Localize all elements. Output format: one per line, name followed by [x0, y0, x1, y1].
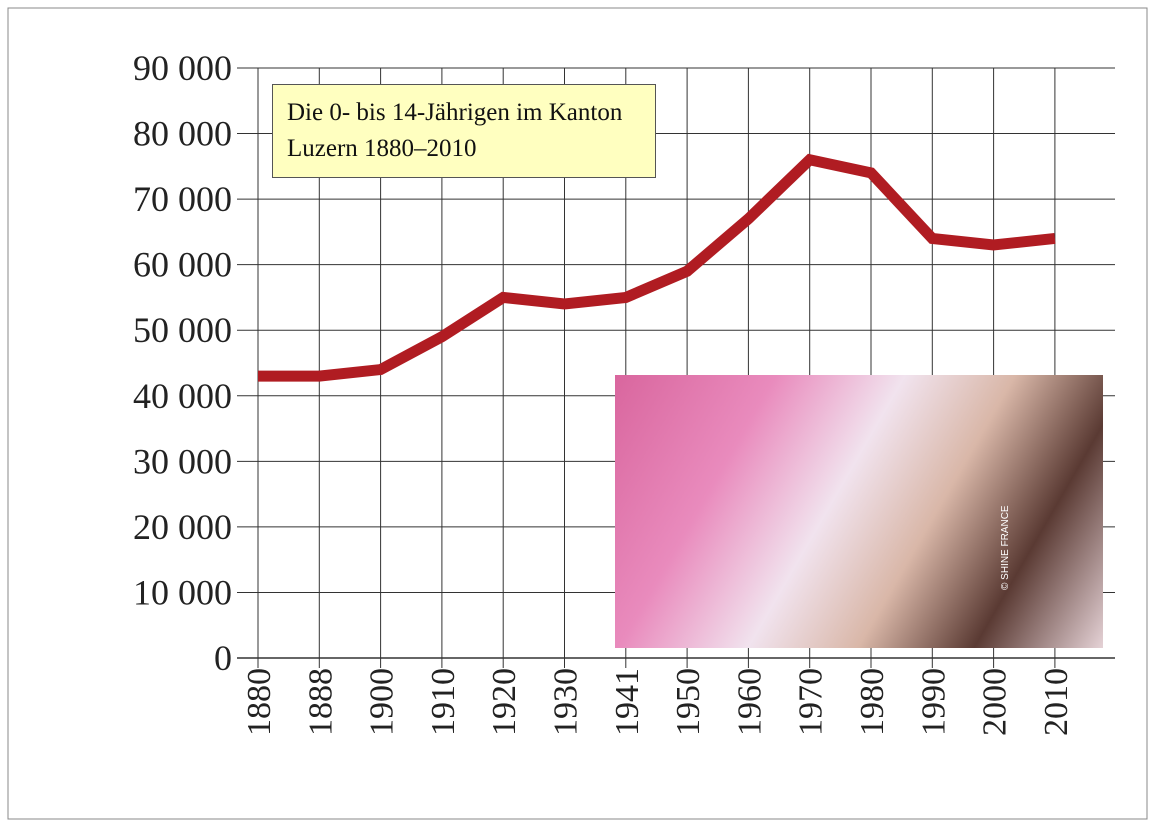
y-tick-label: 60 000 — [133, 245, 232, 285]
y-tick-label: 10 000 — [133, 572, 232, 612]
data-line — [258, 160, 1055, 376]
x-tick-label: 1920 — [486, 668, 523, 736]
x-tick-label: 1900 — [364, 668, 401, 736]
page: 0 10 000 20 000 30 000 40 000 50 000 60 000 70 … — [0, 0, 1155, 827]
y-tick-label: 70 000 — [133, 179, 232, 219]
y-tick-label: 40 000 — [133, 376, 232, 416]
x-tick-label: 2010 — [1038, 668, 1075, 736]
x-tick-label: 1888 — [302, 668, 339, 736]
x-tick-label: 1880 — [241, 668, 278, 736]
x-tick-label: 1970 — [793, 668, 830, 736]
x-tick-label: 1980 — [854, 668, 891, 736]
photo — [615, 375, 1103, 648]
y-tick-label: 20 000 — [133, 507, 232, 547]
x-tick-label: 1930 — [548, 668, 585, 736]
x-tick-label: 1910 — [425, 668, 462, 736]
chart-title: Die 0- bis 14-Jährigen im Kanton Luzern … — [272, 84, 656, 178]
x-tick-label: 1960 — [731, 668, 768, 736]
y-tick-label: 30 000 — [133, 441, 232, 481]
photo-credit: © SHINE FRANCE — [1000, 505, 1011, 590]
x-tick-label: 1941 — [609, 668, 646, 736]
y-tick-label: 90 000 — [133, 48, 232, 88]
x-tick-label: 2000 — [977, 668, 1014, 736]
y-tick-label: 80 000 — [133, 114, 232, 154]
x-tick-label: 1950 — [670, 668, 707, 736]
y-tick-label: 0 — [214, 638, 232, 678]
y-tick-label: 50 000 — [133, 310, 232, 350]
x-tick-label: 1990 — [915, 668, 952, 736]
